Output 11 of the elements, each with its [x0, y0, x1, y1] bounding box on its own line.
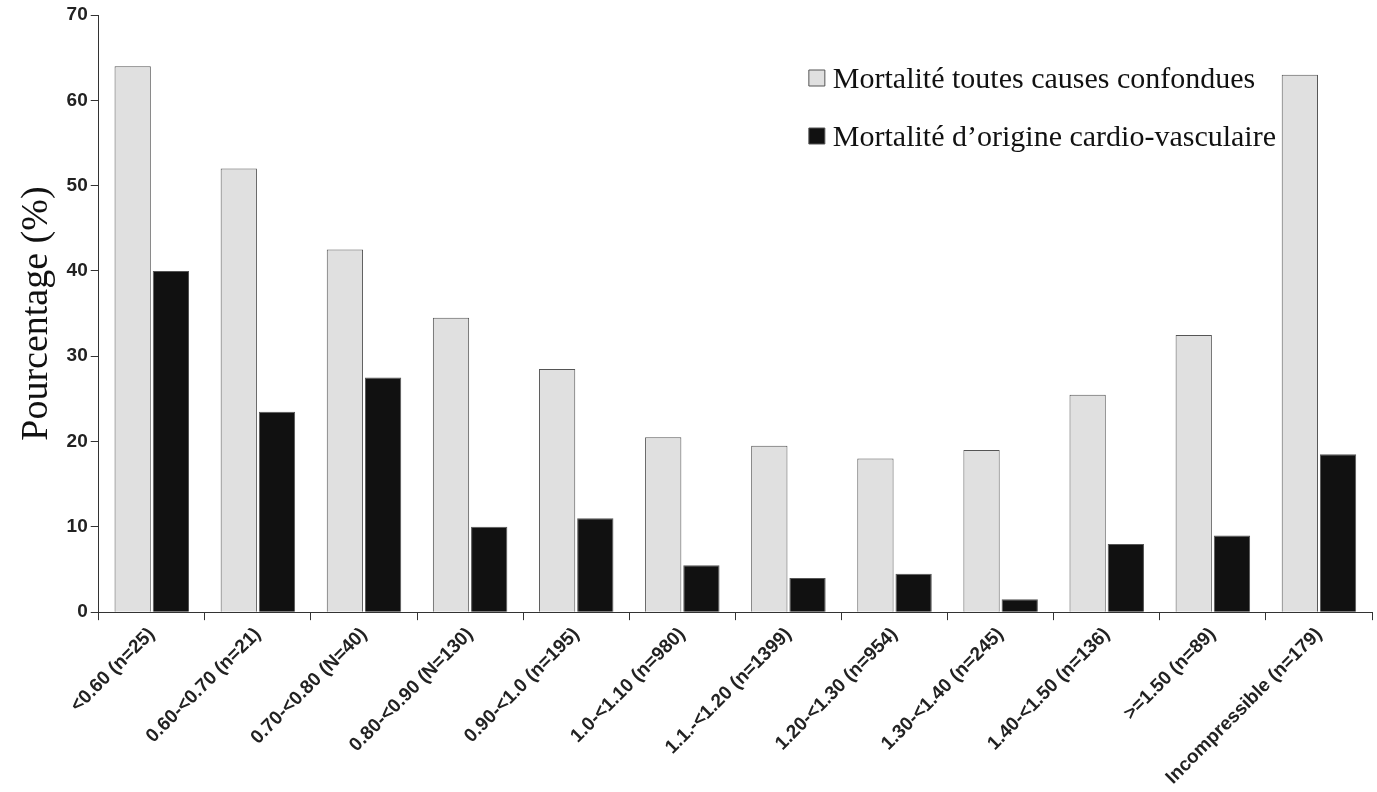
y-tick-label: 70 [66, 3, 88, 25]
legend-label: Mortalité toutes causes confondues [832, 60, 1256, 94]
y-axis-title: Pourcentage (%) [12, 186, 56, 441]
y-tick-label: 30 [66, 344, 88, 366]
y-tick-label: 50 [66, 173, 88, 195]
legend-label: Mortalité d’origine cardio-vasculaire [832, 118, 1277, 152]
y-tick-label: 10 [66, 515, 88, 537]
y-tick-label: 20 [66, 429, 88, 451]
y-tick-label: 0 [77, 600, 88, 622]
y-tick-label: 40 [66, 259, 88, 281]
y-tick-label: 60 [66, 88, 88, 110]
